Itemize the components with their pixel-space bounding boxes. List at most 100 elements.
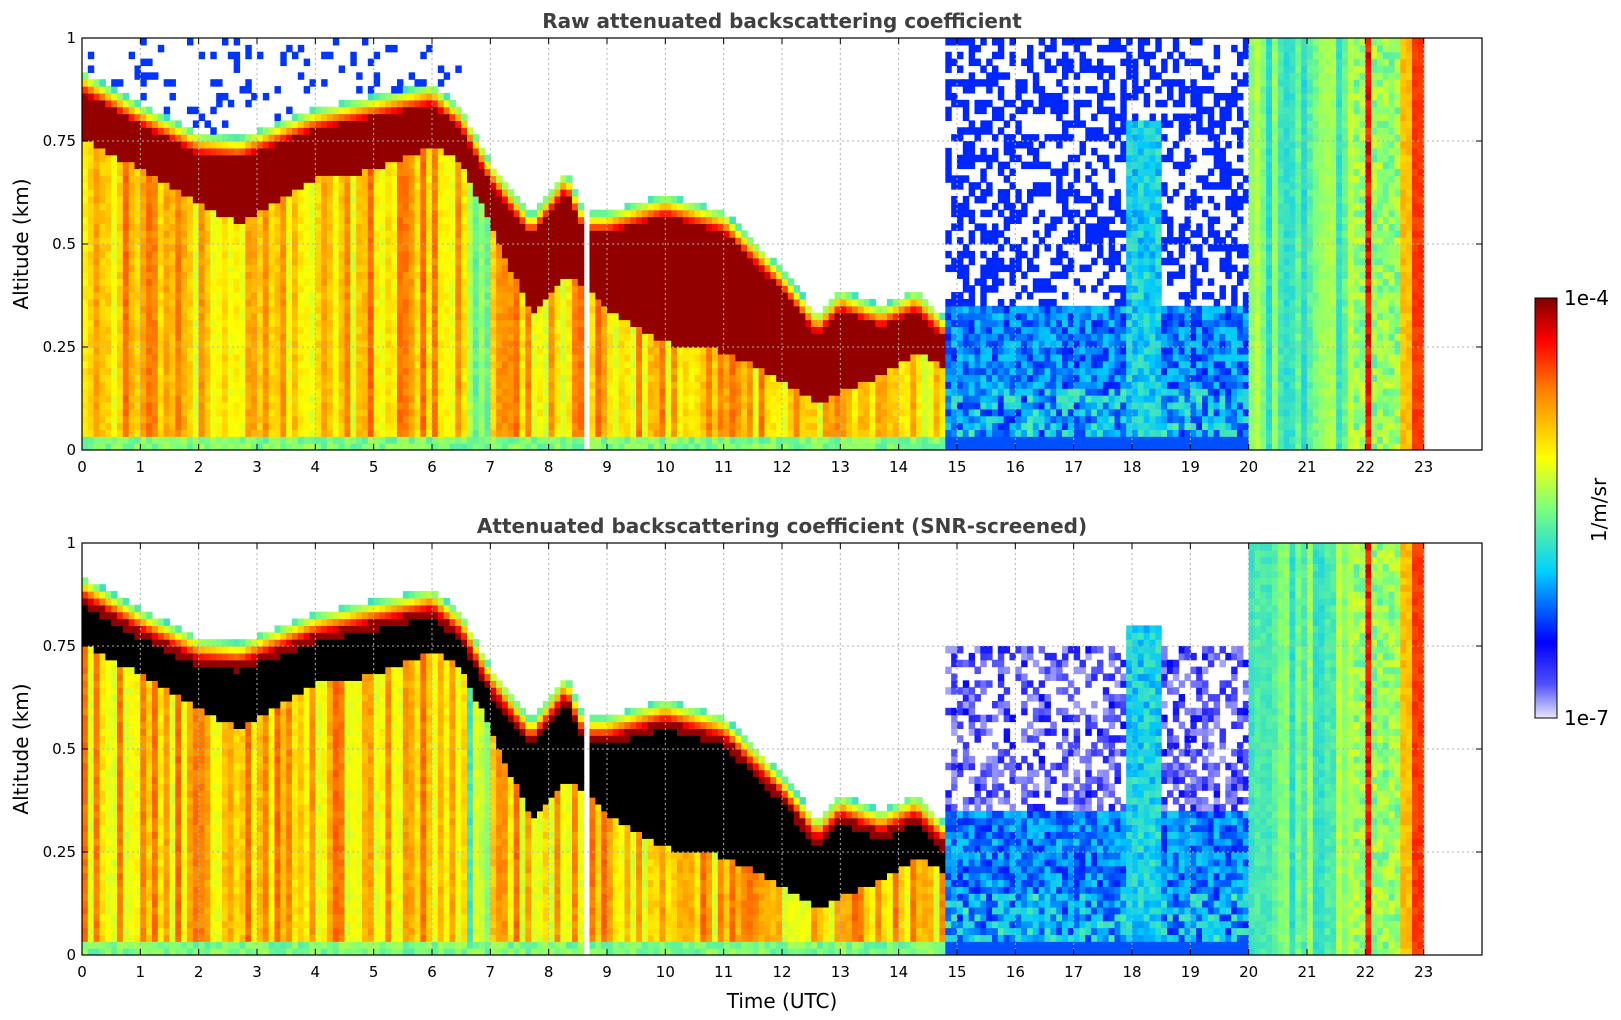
heatmap-cell: [93, 120, 101, 128]
heatmap-cell: [181, 271, 188, 279]
heatmap-cell: [321, 154, 328, 163]
heatmap-cell: [706, 401, 713, 410]
heatmap-cell: [251, 429, 258, 437]
heatmap-cell: [443, 312, 451, 321]
heatmap-cell: [163, 223, 171, 231]
heatmap-cell: [227, 134, 235, 142]
heatmap-cell: [432, 202, 439, 211]
heatmap-cell: [268, 271, 276, 279]
heatmap-cell: [548, 278, 556, 286]
heatmap-cell: [367, 353, 375, 362]
heatmap-cell: [99, 333, 106, 341]
heatmap-cell: [175, 429, 182, 437]
heatmap-cell: [181, 374, 188, 382]
heatmap-cell: [198, 422, 206, 430]
heatmap-cell: [292, 408, 299, 417]
heatmap-cell: [117, 147, 124, 156]
heatmap-cell: [560, 415, 567, 424]
heatmap-cell: [315, 422, 322, 430]
heatmap-cell: [111, 154, 118, 163]
heatmap-cell: [309, 264, 316, 273]
heatmap-cell: [677, 340, 684, 348]
heatmap-cell: [192, 292, 200, 300]
heatmap-cell: [712, 415, 719, 424]
heatmap-cell: [624, 319, 631, 327]
heatmap-cell: [542, 443, 550, 450]
heatmap-cell: [577, 333, 585, 341]
heatmap-cell: [292, 120, 299, 128]
heatmap-cell: [356, 388, 363, 396]
heatmap-cell: [222, 443, 229, 450]
heatmap-cell: [391, 44, 398, 53]
heatmap-cell: [642, 223, 649, 231]
heatmap-cell: [659, 257, 666, 266]
heatmap-cell: [642, 230, 649, 238]
heatmap-cell: [187, 230, 194, 238]
heatmap-cell: [519, 305, 526, 314]
heatmap-cell: [99, 134, 106, 142]
heatmap-cell: [251, 443, 258, 450]
heatmap-cell: [216, 319, 223, 327]
heatmap-cell: [373, 72, 381, 80]
heatmap-cell: [443, 127, 451, 135]
heatmap-cell: [601, 408, 608, 417]
heatmap-cell: [192, 319, 200, 327]
heatmap-cell: [362, 271, 369, 279]
heatmap-cell: [140, 333, 147, 341]
heatmap-cell: [239, 223, 246, 231]
heatmap-cell: [595, 388, 602, 396]
heatmap-cell: [105, 244, 112, 252]
heatmap-cell: [152, 127, 159, 135]
heatmap-cell: [332, 408, 340, 417]
heatmap-cell: [216, 312, 223, 321]
heatmap-cell: [542, 319, 550, 327]
heatmap-cell: [595, 250, 602, 259]
heatmap-cell: [502, 182, 509, 190]
heatmap-cell: [595, 285, 602, 293]
heatmap-cell: [362, 147, 369, 156]
heatmap-cell: [169, 209, 176, 218]
heatmap-cell: [426, 264, 433, 273]
heatmap-cell: [175, 347, 182, 355]
heatmap-cell: [338, 264, 346, 273]
heatmap-cell: [531, 367, 538, 376]
heatmap-cell: [437, 360, 445, 369]
heatmap-cell: [187, 271, 194, 279]
heatmap-cell: [251, 388, 258, 396]
heatmap-cell: [420, 401, 427, 410]
heatmap-cell: [292, 429, 299, 437]
heatmap-cell: [338, 237, 346, 245]
heatmap-cell: [665, 312, 672, 321]
heatmap-cell: [350, 58, 357, 67]
heatmap-cell: [117, 422, 124, 430]
heatmap-cell: [414, 79, 421, 87]
heatmap-cell: [484, 340, 491, 348]
heatmap-cell: [152, 202, 159, 211]
heatmap-cell: [706, 395, 713, 403]
heatmap-cell: [432, 195, 439, 204]
heatmap-cell: [420, 195, 427, 204]
heatmap-cell: [467, 271, 474, 279]
heatmap-cell: [467, 230, 474, 238]
heatmap-cell: [373, 147, 381, 156]
heatmap-cell: [297, 175, 305, 183]
heatmap-cell: [122, 395, 130, 403]
heatmap-cell: [251, 408, 258, 417]
heatmap-cell: [426, 257, 433, 266]
heatmap-cell: [420, 326, 427, 334]
heatmap-cell: [502, 381, 509, 389]
heatmap-cell: [87, 312, 95, 321]
heatmap-cell: [163, 237, 171, 245]
heatmap-cell: [589, 360, 596, 369]
heatmap-cell: [152, 195, 159, 204]
heatmap-cell: [169, 388, 176, 396]
heatmap-cell: [297, 154, 305, 163]
heatmap-cell: [152, 305, 159, 314]
heatmap-cell: [455, 367, 462, 376]
heatmap-cell: [624, 216, 631, 224]
heatmap-cell: [280, 312, 287, 321]
heatmap-cell: [455, 195, 462, 204]
heatmap-cell: [367, 264, 375, 273]
heatmap-cell: [391, 168, 398, 176]
heatmap-cell: [181, 127, 188, 135]
